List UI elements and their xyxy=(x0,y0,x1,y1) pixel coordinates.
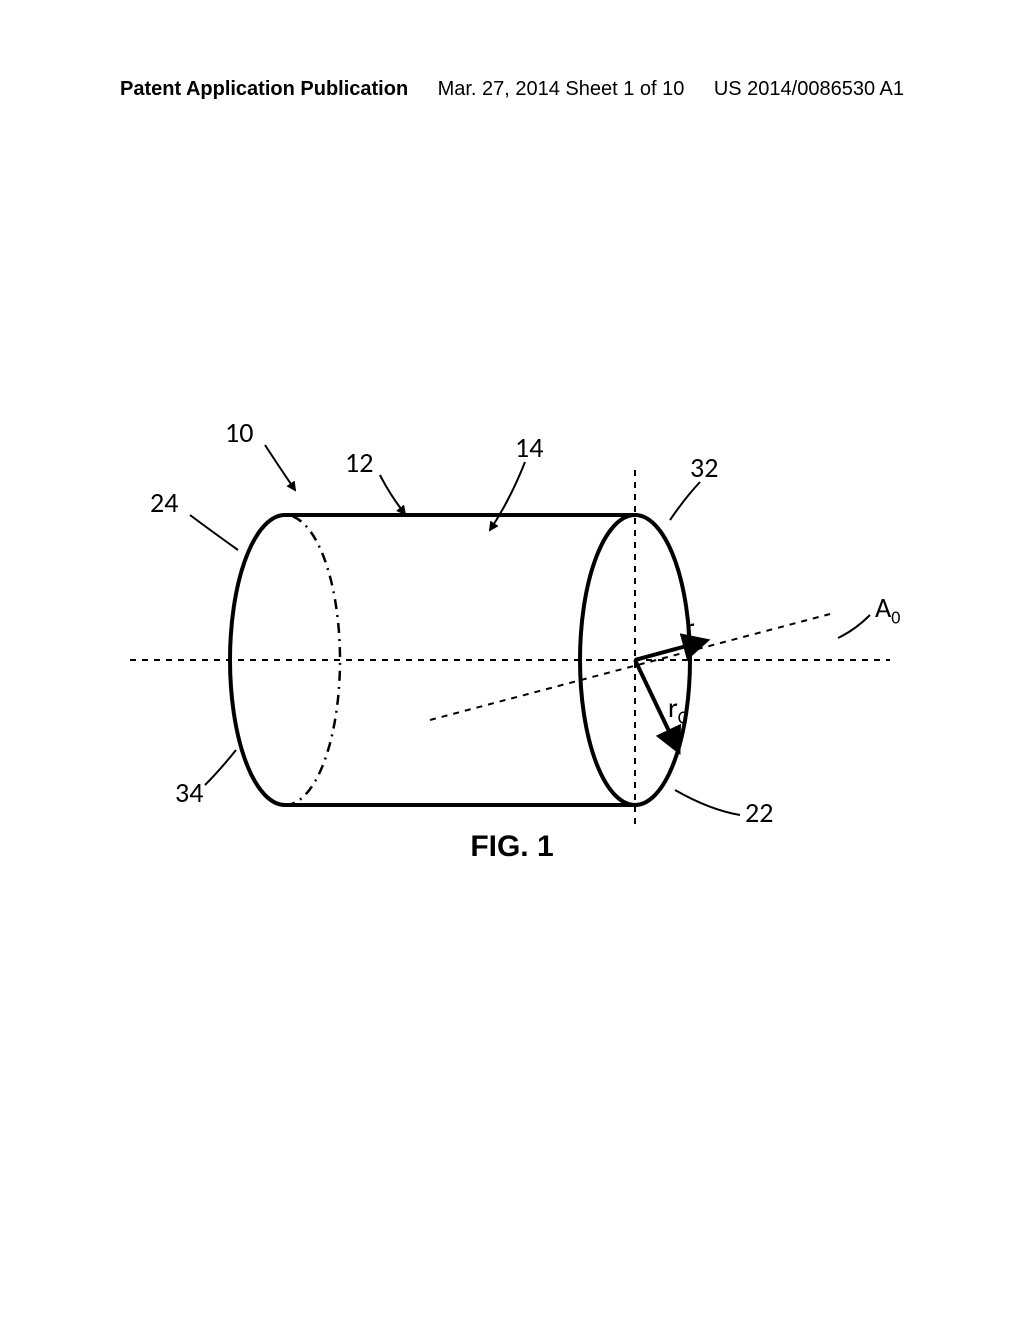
leader-22 xyxy=(675,790,740,815)
leader-12 xyxy=(380,475,405,514)
header-publication: Patent Application Publication xyxy=(120,78,408,101)
label-rc: rC xyxy=(668,690,687,729)
label-34: 34 xyxy=(175,775,203,810)
label-24: 24 xyxy=(150,485,178,520)
figure-1: 10 12 14 24 32 34 22 r rC A0 xyxy=(130,420,910,850)
label-12: 12 xyxy=(345,445,373,480)
label-10: 10 xyxy=(225,415,253,450)
oblique-axis xyxy=(430,614,830,720)
cylinder-diagram xyxy=(130,420,910,850)
header-pub-number: US 2014/0086530 A1 xyxy=(714,78,904,101)
leader-10 xyxy=(265,445,295,490)
leader-14 xyxy=(490,462,525,530)
header-date-sheet: Mar. 27, 2014 Sheet 1 of 10 xyxy=(438,78,685,101)
label-22: 22 xyxy=(745,795,773,830)
leader-32 xyxy=(670,482,700,520)
label-14: 14 xyxy=(515,430,543,465)
label-a0: A0 xyxy=(875,590,900,629)
leader-24 xyxy=(190,515,238,550)
label-r: r xyxy=(685,610,695,645)
label-32: 32 xyxy=(690,450,718,485)
leader-a0 xyxy=(838,615,870,638)
leader-34 xyxy=(205,750,236,785)
figure-caption: FIG. 1 xyxy=(0,830,1024,864)
